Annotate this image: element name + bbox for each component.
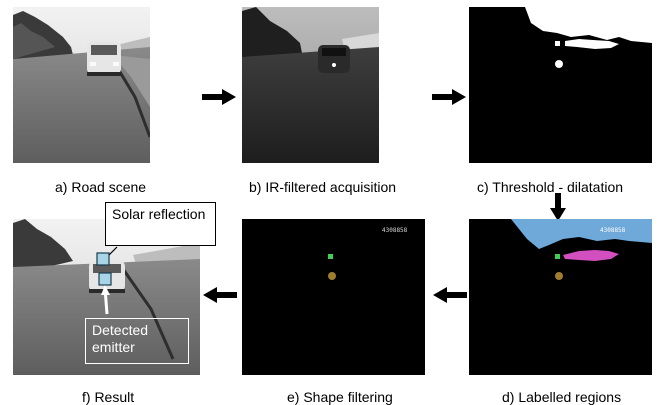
panel-ir-acquisition: [242, 7, 379, 163]
detected-olive: [328, 272, 336, 280]
arrow-right-icon: [432, 89, 466, 105]
solar-reflection-text: Solar reflection: [112, 206, 206, 222]
panel-labelled-regions: 4308858: [469, 219, 652, 375]
shape-filtering-image: [328, 254, 336, 280]
arrow-left-icon: [203, 287, 237, 303]
detected-emitter-text: Detected emitter: [92, 322, 149, 355]
frame-code: 4308858: [382, 227, 408, 234]
panel-threshold: [469, 7, 652, 163]
solar-reflection-marker: [96, 252, 110, 266]
arrow-right-icon: [202, 89, 236, 105]
caption-road-scene: a) Road scene: [55, 179, 147, 195]
caption-ir-acquisition: b) IR-filtered acquisition: [249, 179, 397, 195]
region-reflection: [563, 250, 619, 261]
frame-code: 4308858: [600, 227, 626, 234]
caption-shape-filtering: e) Shape filtering: [287, 389, 393, 405]
solar-reflection-label: Solar reflection: [105, 202, 216, 246]
arrow-left-icon: [433, 287, 467, 303]
caption-result: f) Result: [82, 389, 135, 405]
region-sky: [511, 219, 652, 249]
caption-threshold: c) Threshold - dilatation: [477, 179, 624, 195]
detected-emitter-label: Detected emitter: [85, 318, 189, 364]
region-green: [555, 254, 560, 259]
arrow-down-icon: [550, 193, 566, 221]
threshold-image: [525, 7, 652, 68]
panel-shape-filtering: 4308858: [242, 219, 425, 375]
detected-green: [328, 254, 333, 259]
caption-labelled-regions: d) Labelled regions: [502, 389, 622, 405]
panel-road-scene: [13, 7, 150, 163]
region-olive: [555, 272, 563, 280]
road-scene-image: [13, 7, 150, 163]
labelled-regions-image: [511, 219, 652, 280]
ir-acquisition-image: [242, 7, 379, 163]
emitter-marker: [98, 272, 112, 286]
